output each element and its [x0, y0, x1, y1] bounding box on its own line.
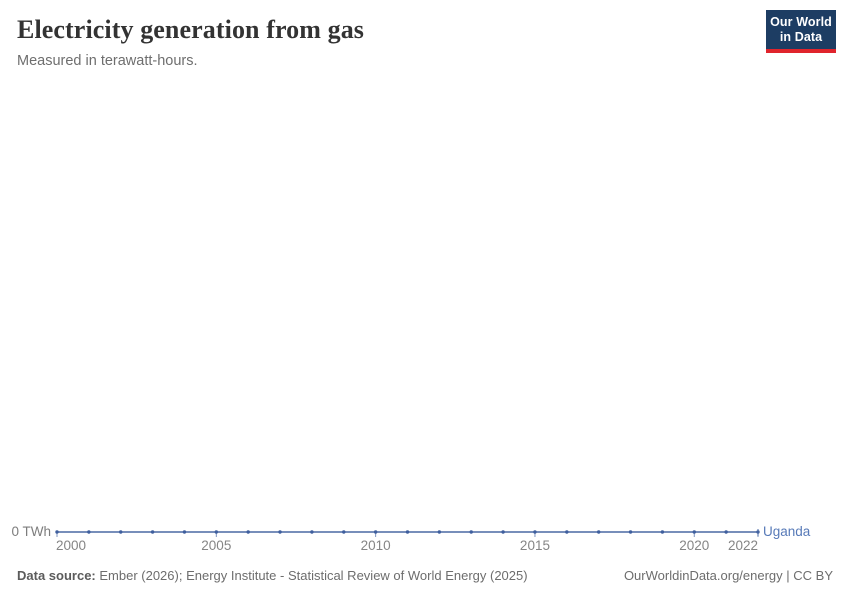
data-source-label: Data source:	[17, 568, 96, 583]
owid-logo[interactable]: Our World in Data	[766, 10, 836, 53]
x-tick-label-2005: 2005	[201, 538, 232, 553]
x-tick-label-2020: 2020	[679, 538, 710, 553]
entity-label-uganda[interactable]: Uganda	[763, 524, 811, 539]
attribution-link[interactable]: OurWorldinData.org/energy | CC BY	[623, 568, 833, 583]
x-tick-label-2000: 2000	[56, 538, 87, 553]
chart-title: Electricity generation from gas	[17, 15, 365, 44]
x-tick-label-2010: 2010	[360, 538, 391, 553]
data-source-text: Ember (2026); Energy Institute - Statist…	[95, 568, 528, 583]
y-axis-tick-label: 0 TWh	[11, 524, 51, 539]
chart-footer: Data source: Ember (2026); Energy Instit…	[17, 568, 833, 584]
owid-logo-line1: Our World	[770, 15, 832, 29]
x-tick-label-2015: 2015	[519, 538, 550, 553]
chart-subtitle: Measured in terawatt-hours.	[17, 53, 198, 69]
data-source-line: Data source: Ember (2026); Energy Instit…	[17, 568, 528, 584]
x-tick-label-2022: 2022	[727, 538, 758, 553]
owid-logo-line2: in Data	[779, 30, 823, 44]
